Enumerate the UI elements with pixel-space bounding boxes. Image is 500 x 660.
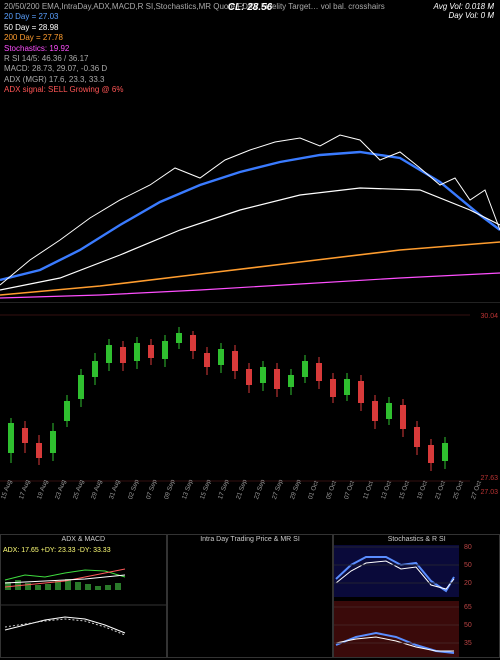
svg-text:65: 65 bbox=[464, 604, 472, 611]
svg-text:35: 35 bbox=[464, 640, 472, 647]
candle-panel: 30.04 27.63 27.03 bbox=[0, 302, 500, 498]
stoch-label: Stochastics: 19.92 bbox=[4, 44, 69, 53]
svg-text:20: 20 bbox=[464, 580, 472, 587]
rsi-label: R SI 14/5: 46.36 / 36.17 bbox=[4, 54, 496, 64]
candle-chart-svg bbox=[0, 303, 500, 499]
svg-text:50: 50 bbox=[464, 562, 472, 569]
stoch-svg: 80 50 20 65 50 35 bbox=[334, 535, 500, 658]
date-axis: 15 Aug17 Aug19 Aug23 Aug25 Aug29 Aug31 A… bbox=[0, 498, 500, 532]
sub-adx-label: ADX: 17.65 +DY: 23.33 -DY: 33.33 bbox=[3, 547, 111, 554]
y-lo2: 27.03 bbox=[480, 489, 498, 496]
avg-vol: Avg Vol: 0.018 M bbox=[434, 2, 494, 11]
ema20-label: 20 Day = 27.03 bbox=[4, 12, 59, 21]
close-price: CL: 28.56 bbox=[0, 2, 500, 13]
bottom-row: ADX & MACD ADX: 17.65 +DY: 23.33 -DY: 33… bbox=[0, 534, 500, 658]
center-header: CL: 28.56 bbox=[0, 2, 500, 13]
macd-label: MACD: 28.73, 29.07, -0.36 D bbox=[4, 64, 496, 74]
main-ma-panel bbox=[0, 90, 500, 300]
y-lo: 27.63 bbox=[480, 475, 498, 482]
sub-stoch: Stochastics & R SI 80 50 20 65 50 35 bbox=[333, 534, 500, 658]
day-vol: Day Vol: 0 M bbox=[434, 11, 494, 20]
ema200-label: 200 Day = 27.78 bbox=[4, 33, 63, 42]
svg-text:50: 50 bbox=[464, 622, 472, 629]
sub-intra: Intra Day Trading Price & MR SI bbox=[167, 534, 334, 658]
adx-signal: ADX signal: SELL Growing @ 6% bbox=[4, 85, 496, 95]
header-block: 20/50/200 EMA,IntraDay,ADX,MACD,R SI,Sto… bbox=[4, 2, 496, 82]
ema50-label: 50 Day = 28.98 bbox=[4, 23, 59, 32]
sub-adx: ADX & MACD ADX: 17.65 +DY: 23.33 -DY: 33… bbox=[0, 534, 167, 658]
y-hi: 30.04 bbox=[480, 313, 498, 320]
right-header: Avg Vol: 0.018 M Day Vol: 0 M bbox=[434, 2, 494, 20]
sub-intra-title: Intra Day Trading Price & MR SI bbox=[168, 536, 333, 543]
sub-adx-title: ADX & MACD bbox=[1, 536, 166, 543]
adx-label: ADX (MGR) 17.6, 23.3, 33.3 bbox=[4, 75, 496, 85]
main-chart-svg bbox=[0, 90, 500, 300]
svg-text:80: 80 bbox=[464, 544, 472, 551]
sub-stoch-title: Stochastics & R SI bbox=[334, 536, 499, 543]
